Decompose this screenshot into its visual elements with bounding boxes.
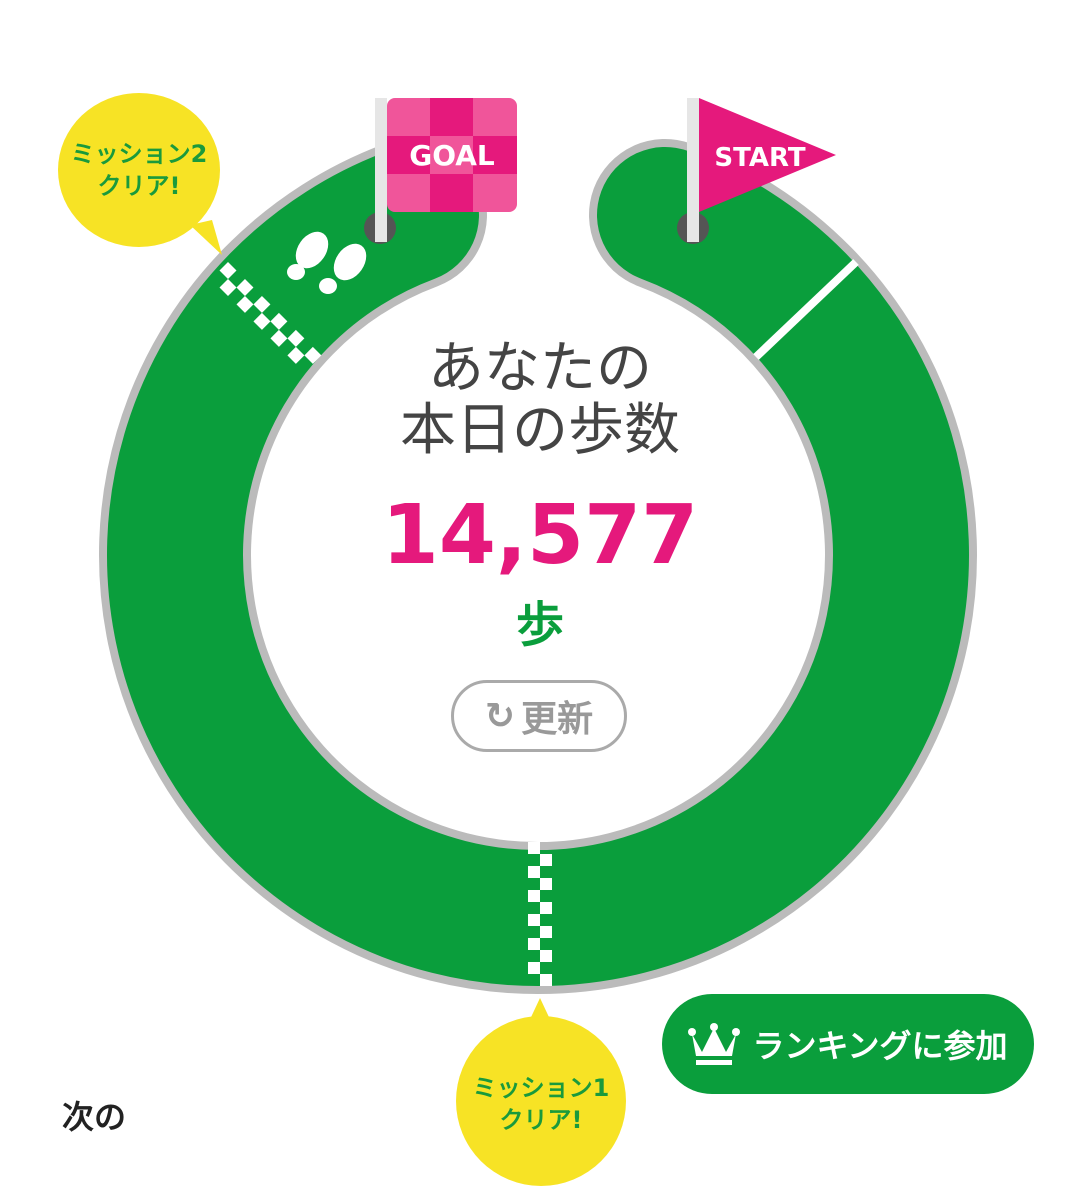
goal-flag: GOAL: [364, 98, 517, 244]
next-section-heading: 次の: [62, 1098, 127, 1136]
mission2-clear-bubble: ミッション2 クリア!: [58, 93, 220, 247]
refresh-label: 更新: [521, 699, 594, 740]
refresh-button[interactable]: ↻ 更新: [451, 680, 627, 752]
start-line: [753, 259, 859, 360]
step-unit: 歩: [515, 597, 564, 653]
footprints-icon: [287, 231, 367, 294]
join-ranking-button[interactable]: ランキングに参加: [662, 994, 1034, 1094]
course-track: GOAL START: [99, 98, 977, 1030]
steps-heading: あなたの 本日の歩数: [400, 336, 680, 463]
crown-icon: [688, 1023, 741, 1065]
mission1-clear-bubble: ミッション1 クリア!: [456, 1016, 626, 1186]
step-count: 14,577: [381, 488, 699, 583]
refresh-icon: ↻: [484, 695, 516, 737]
svg-text:START: START: [714, 143, 805, 173]
checkpoint-bottom: [528, 842, 552, 986]
join-ranking-label: ランキングに参加: [752, 1027, 1008, 1065]
start-flag: START: [677, 98, 836, 244]
svg-text:GOAL: GOAL: [409, 139, 495, 172]
